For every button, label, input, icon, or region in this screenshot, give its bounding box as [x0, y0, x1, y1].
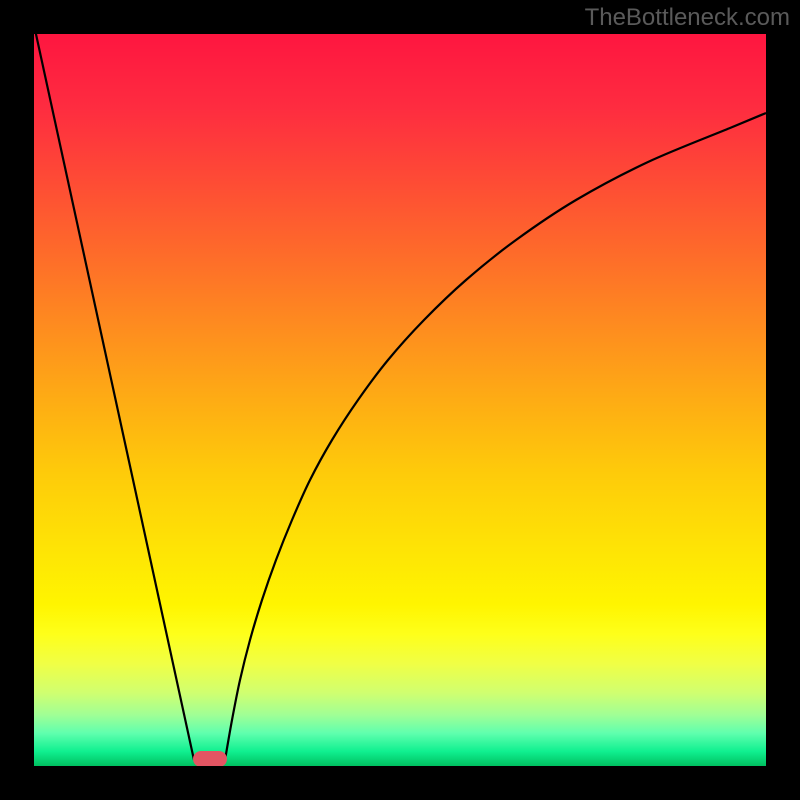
watermark-text: TheBottleneck.com — [585, 4, 790, 32]
bottleneck-chart: TheBottleneck.com — [0, 0, 800, 800]
gradient-background — [34, 34, 766, 766]
optimal-marker — [193, 751, 227, 767]
chart-svg — [0, 0, 800, 800]
